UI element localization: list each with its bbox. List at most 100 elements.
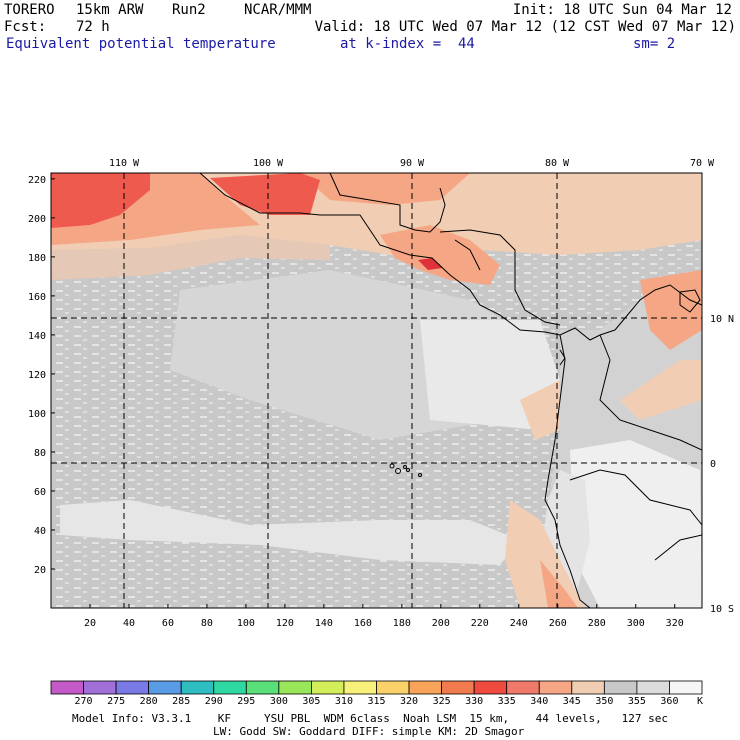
coastline-panama (559, 349, 566, 366)
x-grid-label: 160 (354, 618, 372, 629)
colorbar-swatch (538, 680, 573, 695)
galapagos-island-4 (406, 468, 410, 472)
colorbar-swatch (50, 680, 84, 695)
galapagos-island-2 (395, 468, 401, 474)
smoothing-label: sm= 2 (633, 36, 676, 52)
colorbar-swatch (506, 680, 540, 695)
forecast-hours: 72 h (76, 19, 110, 35)
y-grid-label: 160 (28, 292, 46, 303)
border-peru (569, 469, 702, 526)
lon-label-70w: 70 W (690, 158, 715, 169)
valid-time: Valid: 18 UTC Wed 07 Mar 12 (12 CST Wed … (314, 19, 736, 35)
colorbar-label: 275 (107, 696, 125, 707)
colorbar-swatch (636, 680, 670, 695)
lat-label-10n: 10 N (710, 314, 734, 325)
x-grid-label: 20 (84, 618, 96, 629)
tan-fringe (51, 235, 330, 280)
light-band-south (60, 500, 520, 565)
salmon-peru-coast (540, 560, 578, 608)
colorbar-label: 290 (205, 696, 223, 707)
physics-info: LW: Godd SW: Goddard DIFF: simple KM: 2D… (213, 725, 525, 738)
colorbar-swatch (571, 680, 605, 695)
graticule (51, 173, 702, 608)
colorbar-swatch (245, 680, 280, 695)
y-grid-labels: 220 200 180 160 140 120 100 80 60 40 20 (28, 175, 46, 576)
y-grid-label: 100 (28, 409, 46, 420)
colorbar-label: 355 (628, 696, 646, 707)
lon-label-90w: 90 W (400, 158, 425, 169)
colorbar-label: 295 (237, 696, 255, 707)
lon-label-80w: 80 W (545, 158, 570, 169)
x-grid-label: 280 (588, 618, 606, 629)
salmon-region-north (300, 173, 470, 205)
x-grid-label: 220 (471, 618, 489, 629)
coastline-caribbean (439, 229, 561, 326)
lon-label-100w: 100 W (253, 158, 284, 169)
coastline-pacific-north (199, 173, 616, 341)
x-grid-label: 180 (393, 618, 411, 629)
y-grid-label: 140 (28, 331, 46, 342)
coastline-maracaibo (679, 289, 701, 313)
colorbar-label: 335 (498, 696, 516, 707)
colorbar-swatch (213, 680, 247, 695)
colorbar-swatch (376, 680, 410, 695)
tan-ecuador (520, 380, 560, 440)
x-grid-labels: 20 40 60 80 100 120 140 160 180 200 220 240 260 280 30… (84, 618, 684, 629)
colorbar-swatch (408, 680, 442, 695)
colorbar-unit: K (697, 696, 703, 707)
colorbar-label: 315 (367, 696, 385, 707)
map-frame (50, 172, 703, 609)
axis-ticks (51, 178, 676, 608)
x-grid-label: 240 (510, 618, 528, 629)
red-region-west (51, 173, 150, 228)
lat-label-0: 0 (710, 459, 716, 470)
colorbar-swatch (310, 680, 345, 695)
coastlines (199, 173, 702, 608)
x-grid-label: 320 (666, 618, 684, 629)
x-grid-label: 100 (237, 618, 255, 629)
galapagos-island-3 (403, 465, 407, 469)
colorbar-swatch (343, 680, 377, 695)
salmon-central-america (380, 225, 500, 285)
colorbar-label: 310 (335, 696, 353, 707)
init-time: Init: 18 UTC Sun 04 Mar 12 (512, 2, 732, 18)
tan-peru-coast (505, 500, 585, 608)
colorbar-swatch (148, 680, 182, 695)
y-grid-label: 180 (28, 253, 46, 264)
border-colombia (599, 334, 702, 451)
x-grid-label: 260 (549, 618, 567, 629)
y-grid-label: 60 (34, 487, 46, 498)
tan-colombia (620, 360, 702, 420)
x-grid-label: 140 (315, 618, 333, 629)
red-spot-guatemala (418, 258, 442, 270)
model-info: Model Info: V3.3.1 KF YSU PBL WDM 6class… (72, 712, 669, 725)
colorbar-label: 320 (400, 696, 418, 707)
colorbar-label: 270 (75, 696, 93, 707)
forecast-label: Fcst: (4, 19, 47, 35)
colorbar-labels: 270 275 280 285 290 295 300 305 310 315 320 325 330 3… (75, 696, 679, 707)
border-honduras (454, 239, 481, 271)
y-grid-label: 20 (34, 565, 46, 576)
red-region-mexico (210, 173, 320, 215)
level-label: at k-index = 44 (340, 36, 475, 52)
coastline-colombia (614, 284, 702, 331)
colorbar-label: 325 (433, 696, 451, 707)
colorbar-label: 330 (465, 696, 483, 707)
colorbar-label: 285 (172, 696, 190, 707)
y-grid-label: 40 (34, 526, 46, 537)
colorbar-swatch (473, 680, 508, 695)
x-grid-label: 120 (276, 618, 294, 629)
model-resolution: 15km ARW (76, 2, 144, 18)
y-grid-label: 120 (28, 370, 46, 381)
colorbar-label: 305 (302, 696, 320, 707)
org-label: NCAR/MMM (244, 2, 312, 18)
run-label: Run2 (172, 2, 206, 18)
x-grid-label: 200 (432, 618, 450, 629)
colorbar-label: 340 (530, 696, 548, 707)
colorbar-swatch (115, 680, 150, 695)
x-grid-label: 60 (162, 618, 174, 629)
model-name: TORERO (4, 2, 55, 18)
lat-label-10s: 10 S (710, 604, 734, 615)
colorbar-swatch (278, 680, 312, 695)
